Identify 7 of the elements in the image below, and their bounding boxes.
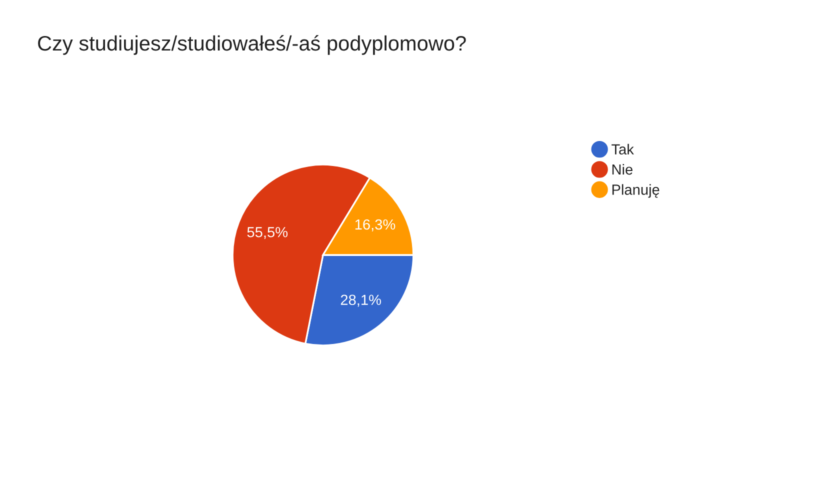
data-label: 28,1% (340, 294, 382, 307)
legend-label: Nie (612, 164, 632, 175)
data-label: 55,5% (247, 227, 288, 239)
legend-label: Planuję (612, 184, 660, 198)
data-label: 16,3% (355, 219, 396, 232)
chart-title: Czy studiujesz/studiowałeś/-aś podyplomowo? (38, 35, 466, 55)
legend-label: Tak (612, 144, 634, 155)
